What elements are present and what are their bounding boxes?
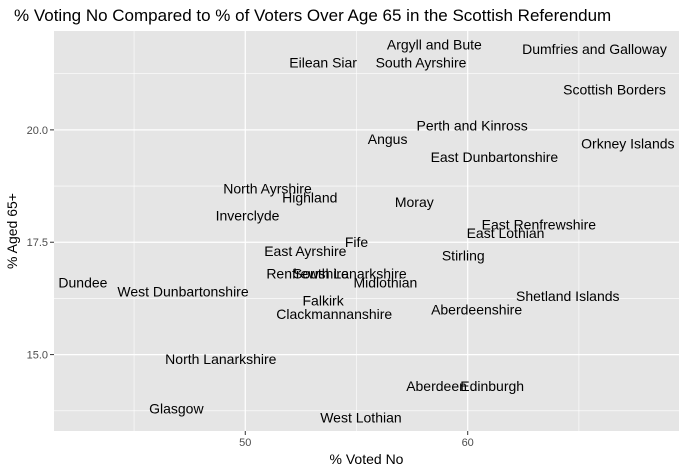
point-label: Midlothian <box>353 275 417 291</box>
point-label: Shetland Islands <box>516 288 620 304</box>
x-tick-label: 60 <box>462 437 474 449</box>
point-label: West Lothian <box>320 410 401 426</box>
point-label: Glasgow <box>149 401 204 417</box>
point-label: Fife <box>345 234 369 250</box>
point-label: Angus <box>368 131 408 147</box>
point-label: Orkney Islands <box>581 135 674 151</box>
major-gridlines <box>54 31 679 431</box>
point-label: East Lothian <box>467 225 545 241</box>
x-tick-label: 50 <box>239 437 251 449</box>
point-label: South Ayrshire <box>376 54 467 70</box>
point-label: North Lanarkshire <box>165 351 276 367</box>
point-label: Moray <box>395 194 434 210</box>
point-label: North Ayrshire <box>223 180 312 196</box>
y-axis-title: % Aged 65+ <box>4 193 20 269</box>
plot-panel <box>54 31 679 431</box>
point-label: East Dunbartonshire <box>431 149 559 165</box>
minor-gridlines <box>54 31 679 431</box>
point-label: Renfrewshire <box>266 266 349 282</box>
point-label: East Ayrshire <box>264 243 346 259</box>
point-label: Scottish Borders <box>563 81 666 97</box>
point-label: East Renfrewshire <box>482 216 597 232</box>
point-label: Stirling <box>442 248 485 264</box>
axes: 50 60 15.0 17.5 20.0 <box>27 125 474 449</box>
point-label: Eilean Siar <box>289 54 357 70</box>
point-label: Dumfries and Galloway <box>522 41 667 57</box>
y-tick-label: 20.0 <box>27 125 48 137</box>
point-label: Edinburgh <box>460 378 524 394</box>
point-label: Highland <box>282 189 337 205</box>
point-label: Clackmannanshire <box>276 306 392 322</box>
point-labels: Argyll and Bute Dumfries and Galloway Eile… <box>58 36 674 425</box>
point-label: South Lanarkshire <box>293 266 407 282</box>
point-label: Aberdeen <box>406 378 467 394</box>
point-label: Falkirk <box>303 293 345 309</box>
point-label: Aberdeenshire <box>431 302 522 318</box>
y-tick-label: 17.5 <box>27 237 48 249</box>
point-label: Dundee <box>58 275 107 291</box>
point-label: Inverclyde <box>216 207 280 223</box>
point-label: West Dunbartonshire <box>117 284 248 300</box>
chart-title: % Voting No Compared to % of Voters Over… <box>14 6 611 25</box>
point-label: Argyll and Bute <box>387 36 482 52</box>
y-tick-label: 15.0 <box>27 350 48 362</box>
x-axis-title: % Voted No <box>330 451 404 467</box>
point-label: Perth and Kinross <box>417 117 528 133</box>
